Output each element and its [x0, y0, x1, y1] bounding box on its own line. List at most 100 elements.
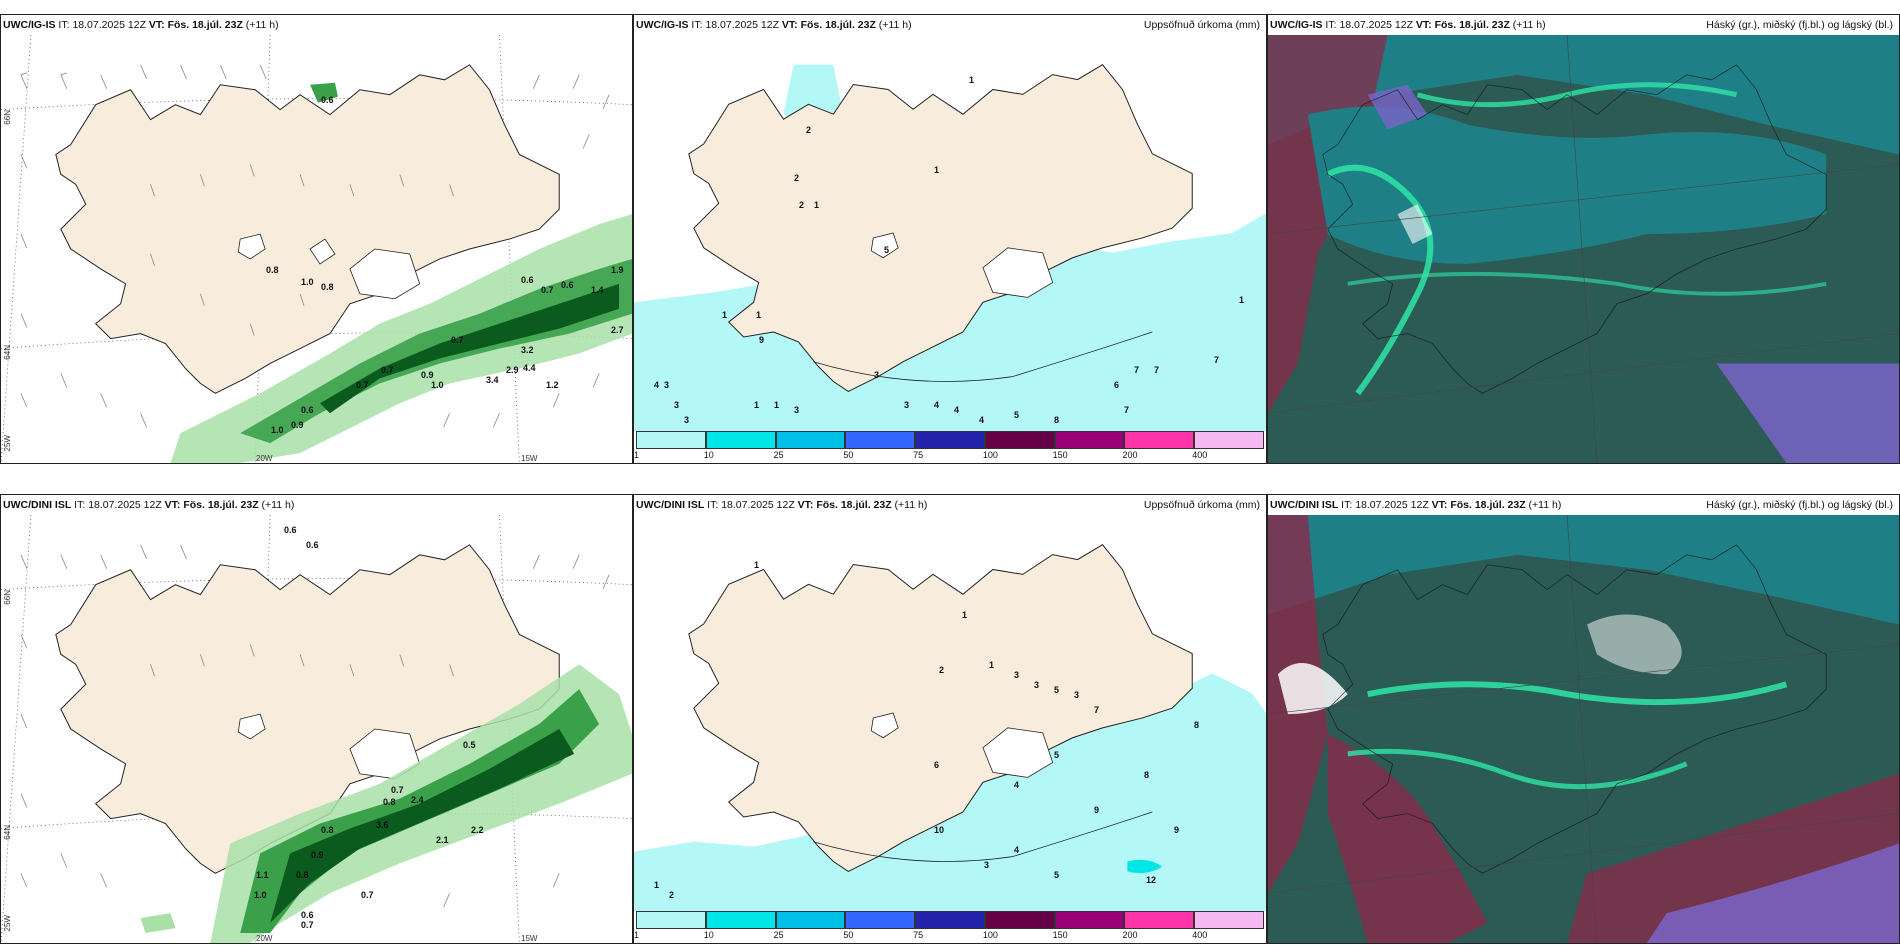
value-label: 8 — [1054, 415, 1060, 425]
it-label: IT: — [58, 19, 70, 31]
value-label: 3 — [874, 370, 880, 380]
cloud-map[interactable] — [1268, 515, 1899, 943]
value-label: 3 — [674, 400, 680, 410]
cloud-title: Háský (gr.), miðský (fj.bl.) og lágský (… — [1706, 19, 1893, 31]
value-label: 7 — [1154, 365, 1160, 375]
colorbar-swatch — [775, 911, 846, 929]
value-label: 0.7 — [381, 365, 394, 375]
value-label: 3 — [904, 400, 910, 410]
value-label: 1 — [934, 165, 940, 175]
vt-label: VT: — [148, 19, 165, 31]
value-label: 1.4 — [591, 285, 604, 295]
model-name: UWC/DINI ISL — [636, 499, 705, 511]
value-label: 0.7 — [451, 335, 464, 345]
value-label: 12 — [1146, 875, 1157, 885]
value-label: 0.8 — [321, 282, 334, 292]
colorbar-tick: 25 — [773, 450, 784, 460]
value-label: 4 — [934, 400, 940, 410]
panel-header: UWC/DINI ISL IT: 18.07.2025 12Z VT: Fös.… — [1268, 495, 1899, 515]
value-label: 1.9 — [611, 265, 624, 275]
value-label: 9 — [759, 335, 765, 345]
panel-header: UWC/DINI ISL IT: 18.07.2025 12Z VT: Fös.… — [1, 495, 632, 515]
colorbar-tick: 75 — [913, 450, 924, 460]
value-label: 1 — [814, 200, 820, 210]
value-label: 1 — [962, 610, 968, 620]
lon-label-15: 15W — [521, 934, 538, 943]
it-value: 18.07.2025 12Z — [1339, 19, 1413, 31]
value-label: 10 — [934, 825, 945, 835]
lat-label-66: 66N — [3, 590, 12, 605]
value-label: 1 — [1239, 295, 1245, 305]
colorbar-tick: 10 — [703, 450, 714, 460]
value-label: 1.0 — [254, 890, 267, 900]
panel-cloud-dini: UWC/DINI ISL IT: 18.07.2025 12Z VT: Fös.… — [1267, 494, 1900, 944]
value-label: 2.4 — [411, 795, 424, 805]
vt-value: Fös. 18.júl. 23Z — [183, 499, 259, 511]
lon-label-25: 25W — [3, 435, 12, 452]
value-label: 0.6 — [301, 910, 314, 920]
value-label: 0.7 — [391, 785, 404, 795]
value-label: 0.9 — [421, 370, 434, 380]
value-label: 0.8 — [321, 825, 334, 835]
value-label: 5 — [1054, 870, 1060, 880]
value-label: 3 — [1034, 680, 1040, 690]
lead-time: (+11 h) — [894, 499, 928, 511]
colorbar-swatch — [636, 911, 706, 929]
colorbar-tick: 150 — [1052, 930, 1068, 940]
colorbar-swatch — [1054, 911, 1125, 929]
lon-label-25: 25W — [3, 915, 12, 932]
colorbar-tick: 50 — [843, 450, 854, 460]
lon-label-15: 15W — [521, 454, 538, 463]
value-label: 0.6 — [306, 540, 319, 550]
value-label: 1 — [774, 400, 780, 410]
value-label: 4 — [1014, 780, 1020, 790]
value-label: 2 — [806, 125, 812, 135]
value-label: 3 — [1074, 690, 1080, 700]
colorbar-swatch — [845, 911, 916, 929]
colorbar-swatch — [1194, 911, 1264, 929]
model-name: UWC/IG-IS — [636, 19, 689, 31]
vt-value: Fös. 18.júl. 23Z — [1434, 19, 1510, 31]
value-label: 1.0 — [431, 380, 444, 390]
value-label: 0.7 — [301, 920, 314, 930]
colorbar-swatch — [775, 431, 846, 449]
value-label: 1 — [722, 310, 728, 320]
lat-label-64: 64N — [3, 345, 12, 360]
value-label: 5 — [1014, 410, 1020, 420]
cloud-title: Háský (gr.), miðský (fj.bl.) og lágský (… — [1706, 499, 1893, 511]
value-label: 7 — [1124, 405, 1130, 415]
lead-time: (+11 h) — [245, 19, 279, 31]
panel-header: UWC/DINI ISL IT: 18.07.2025 12Z VT: Fös.… — [634, 495, 1266, 515]
value-label: 0.6 — [321, 95, 334, 105]
value-label: 8 — [1144, 770, 1150, 780]
value-label: 0.8 — [266, 265, 279, 275]
value-label: 3 — [1014, 670, 1020, 680]
it-label: IT: — [707, 499, 719, 511]
value-label: 6 — [934, 760, 940, 770]
value-label: 3.4 — [486, 375, 499, 385]
value-label: 8 — [1194, 720, 1200, 730]
model-name: UWC/IG-IS — [1270, 19, 1323, 31]
value-label: 1.1 — [256, 870, 269, 880]
it-value: 18.07.2025 12Z — [72, 19, 146, 31]
colorbar-tick: 200 — [1122, 930, 1138, 940]
value-label: 3 — [794, 405, 800, 415]
colorbar-swatch — [1194, 431, 1264, 449]
lat-label-64: 64N — [3, 825, 12, 840]
colorbar-swatch — [984, 911, 1055, 929]
it-label: IT: — [1325, 19, 1337, 31]
colorbar-swatch — [984, 431, 1055, 449]
wind-precip-map[interactable]: 66N 64N 25W 20W 15W 0.6 0.6 0.7 0.5 0.8 2.4 3.… — [1, 515, 632, 943]
map-canvas — [1268, 35, 1899, 463]
it-label: IT: — [74, 499, 86, 511]
wind-precip-map[interactable]: 66N 64N 25W 20W 15W 0.6 0.8 1.0 0.8 0.6 0.7 0.… — [1, 35, 632, 463]
precip-title: Uppsöfnuð úrkoma (mm) — [1143, 19, 1260, 31]
cloud-map[interactable] — [1268, 35, 1899, 463]
precip-map[interactable]: 1 1 2 1 3 3 5 3 7 5 6 4 8 8 9 9 10 12 5 4 3 2 1 — [634, 515, 1266, 911]
value-label: 5 — [1054, 685, 1060, 695]
colorbar-tick: 400 — [1192, 450, 1208, 460]
vt-value: Fös. 18.júl. 23Z — [816, 499, 892, 511]
value-label: 0.9 — [311, 850, 324, 860]
value-label: 2.7 — [611, 325, 624, 335]
